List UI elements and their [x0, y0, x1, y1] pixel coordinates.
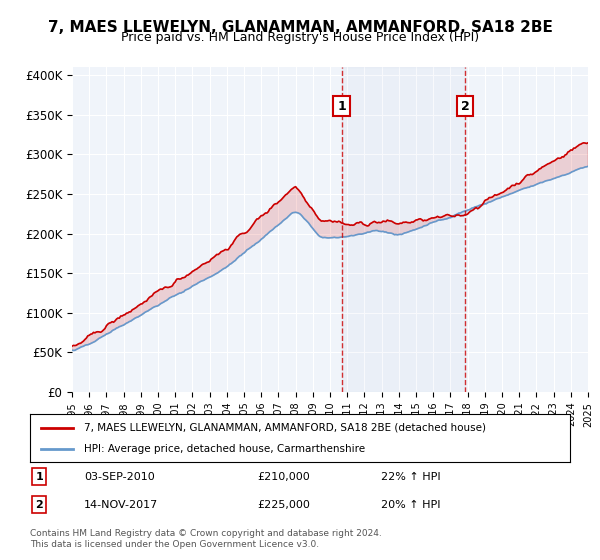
Text: £210,000: £210,000	[257, 472, 310, 482]
Text: 2: 2	[35, 500, 43, 510]
Text: 1: 1	[35, 472, 43, 482]
Text: 20% ↑ HPI: 20% ↑ HPI	[381, 500, 440, 510]
Bar	[341, 67, 466, 392]
Text: £225,000: £225,000	[257, 500, 310, 510]
Text: 2: 2	[461, 100, 470, 113]
Text: HPI: Average price, detached house, Carmarthenshire: HPI: Average price, detached house, Carm…	[84, 444, 365, 454]
Text: 1: 1	[337, 100, 346, 113]
Text: Contains HM Land Registry data © Crown copyright and database right 2024.
This d: Contains HM Land Registry data © Crown c…	[30, 529, 382, 549]
Text: 03-SEP-2010: 03-SEP-2010	[84, 472, 155, 482]
Text: Price paid vs. HM Land Registry's House Price Index (HPI): Price paid vs. HM Land Registry's House …	[121, 31, 479, 44]
Text: 22% ↑ HPI: 22% ↑ HPI	[381, 472, 440, 482]
Text: 7, MAES LLEWELYN, GLANAMMAN, AMMANFORD, SA18 2BE (detached house): 7, MAES LLEWELYN, GLANAMMAN, AMMANFORD, …	[84, 423, 486, 433]
Text: 14-NOV-2017: 14-NOV-2017	[84, 500, 158, 510]
Text: 7, MAES LLEWELYN, GLANAMMAN, AMMANFORD, SA18 2BE: 7, MAES LLEWELYN, GLANAMMAN, AMMANFORD, …	[47, 20, 553, 35]
